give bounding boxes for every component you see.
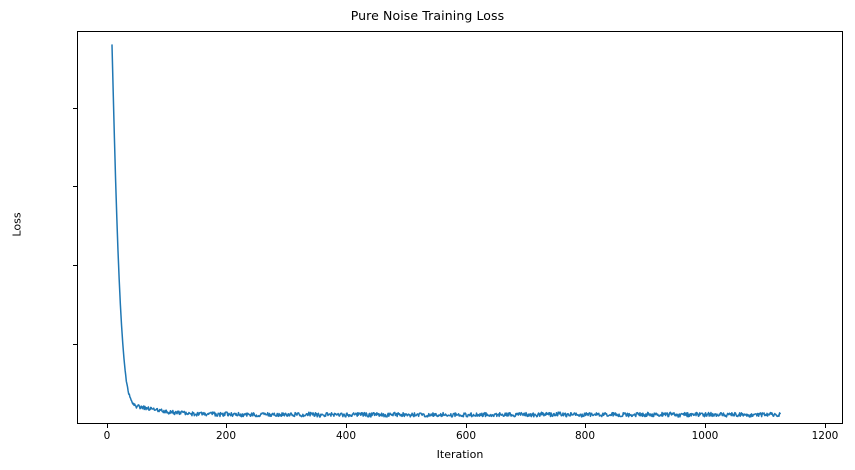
- xtick-label-200: 200: [215, 430, 237, 442]
- training-loss-line: [111, 44, 781, 418]
- ytick-mark-0.20: [73, 186, 77, 187]
- loss-line-plot: [111, 44, 781, 418]
- ytick-mark-0.10: [73, 344, 77, 345]
- xtick-mark-400: [346, 424, 347, 428]
- ytick-mark-0.15: [73, 265, 77, 266]
- x-axis-label: Iteration: [436, 448, 484, 461]
- xtick-mark-200: [226, 424, 227, 428]
- xtick-label-1200: 1200: [811, 430, 839, 442]
- ytick-mark-0.25: [73, 108, 77, 109]
- plot-axes: [77, 31, 843, 424]
- xtick-label-400: 400: [335, 430, 357, 442]
- xtick-mark-600: [466, 424, 467, 428]
- xtick-label-600: 600: [455, 430, 477, 442]
- xtick-label-0: 0: [103, 430, 111, 442]
- y-axis-label: Loss: [10, 212, 24, 237]
- chart-title: Pure Noise Training Loss: [350, 8, 505, 23]
- xtick-label-800: 800: [574, 430, 596, 442]
- xtick-mark-800: [585, 424, 586, 428]
- xtick-mark-1000: [705, 424, 706, 428]
- xtick-mark-0: [107, 424, 108, 428]
- xtick-label-1000: 1000: [691, 430, 719, 442]
- xtick-mark-1200: [825, 424, 826, 428]
